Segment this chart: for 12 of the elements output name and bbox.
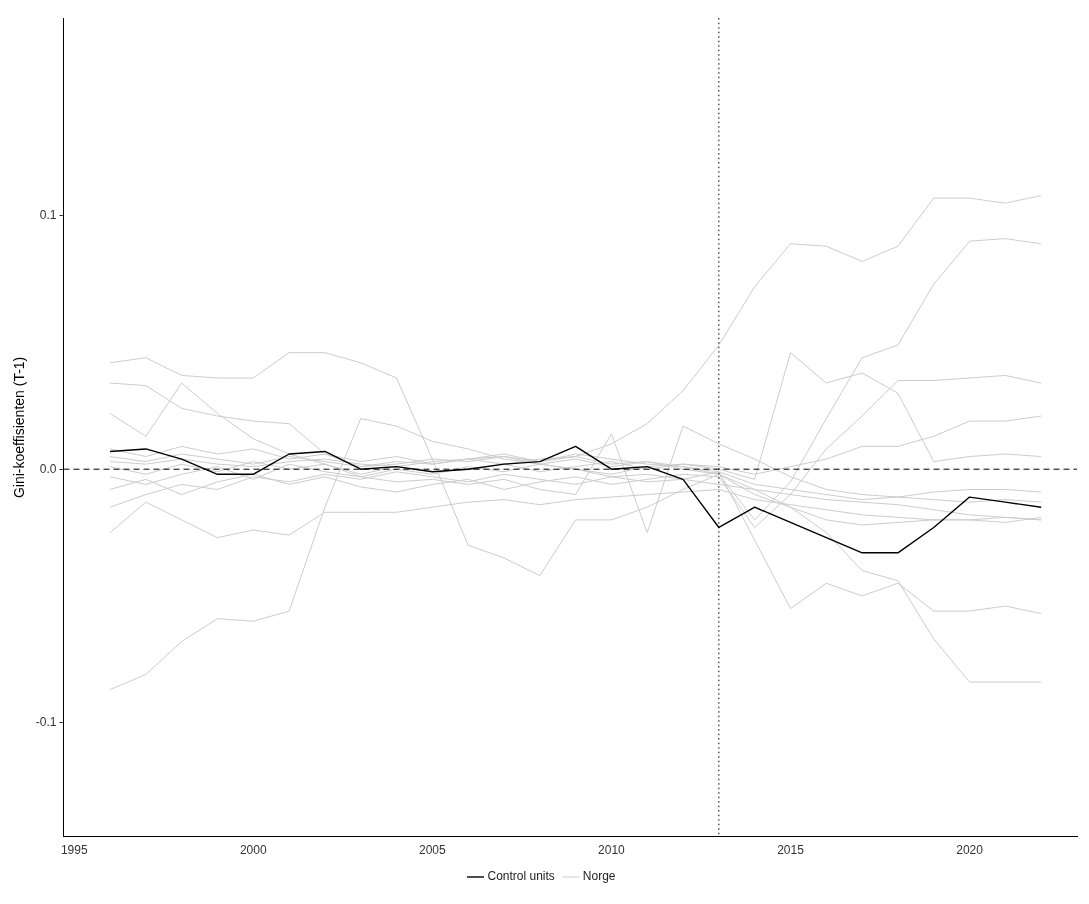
x-tick-label: 2010: [598, 843, 626, 858]
y-axis-title: Gini-koeffisienten (T-1): [11, 356, 28, 499]
legend-label: Norge: [582, 869, 616, 884]
legend-label: Control units: [487, 869, 555, 884]
x-tick-label: 2020: [956, 843, 984, 858]
y-tick-label: -0.1: [35, 714, 57, 729]
y-tick-label: 0.0: [39, 461, 57, 476]
x-tick-label: 2015: [777, 843, 805, 858]
x-tick-label: 2005: [419, 843, 447, 858]
y-tick-label: 0.1: [39, 208, 57, 223]
x-tick-label: 1995: [60, 843, 88, 858]
x-tick-label: 2000: [239, 843, 267, 858]
